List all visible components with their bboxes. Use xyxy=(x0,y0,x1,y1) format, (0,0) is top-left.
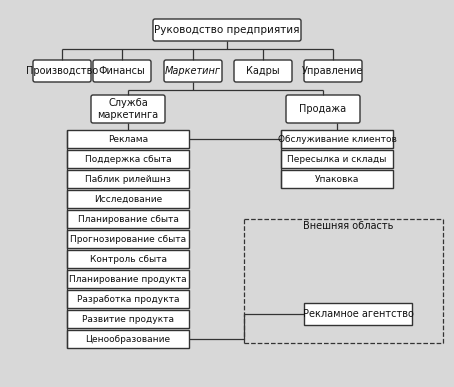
Bar xyxy=(67,310,189,328)
FancyBboxPatch shape xyxy=(153,19,301,41)
Text: Управление: Управление xyxy=(302,66,364,76)
Text: Реклама: Реклама xyxy=(108,135,148,144)
Bar xyxy=(281,130,393,148)
Text: Маркетинг: Маркетинг xyxy=(165,66,221,76)
Text: Разработка продукта: Разработка продукта xyxy=(77,295,179,303)
Text: Пересылка и склады: Пересылка и склады xyxy=(287,154,387,163)
Bar xyxy=(67,330,189,348)
Text: Планирование сбыта: Планирование сбыта xyxy=(78,214,178,224)
Text: Ценообразование: Ценообразование xyxy=(85,334,171,344)
FancyBboxPatch shape xyxy=(286,95,360,123)
Bar xyxy=(67,130,189,148)
Bar xyxy=(281,170,393,188)
Text: Продажа: Продажа xyxy=(300,104,346,114)
Text: Обслуживание клиентов: Обслуживание клиентов xyxy=(277,135,396,144)
Text: Служба
маркетинга: Служба маркетинга xyxy=(98,98,158,120)
Text: Планирование продукта: Планирование продукта xyxy=(69,274,187,284)
Text: Производство: Производство xyxy=(26,66,98,76)
Text: Руководство предприятия: Руководство предприятия xyxy=(154,25,300,35)
Text: Рекламное агентство: Рекламное агентство xyxy=(302,309,414,319)
Text: Развитие продукта: Развитие продукта xyxy=(82,315,174,324)
Bar xyxy=(67,250,189,268)
Bar xyxy=(304,303,412,325)
Bar xyxy=(281,150,393,168)
Text: Контроль сбыта: Контроль сбыта xyxy=(89,255,167,264)
Text: Упаковка: Упаковка xyxy=(315,175,359,183)
Text: Внешняя область: Внешняя область xyxy=(303,221,394,231)
Text: Исследование: Исследование xyxy=(94,195,162,204)
Bar xyxy=(67,210,189,228)
Bar xyxy=(67,270,189,288)
FancyBboxPatch shape xyxy=(91,95,165,123)
Bar xyxy=(67,190,189,208)
FancyBboxPatch shape xyxy=(304,60,362,82)
Text: Прогнозирование сбыта: Прогнозирование сбыта xyxy=(70,235,186,243)
Bar xyxy=(67,150,189,168)
FancyBboxPatch shape xyxy=(33,60,91,82)
FancyBboxPatch shape xyxy=(164,60,222,82)
Text: Поддержка сбыта: Поддержка сбыта xyxy=(85,154,171,163)
Bar xyxy=(67,290,189,308)
FancyBboxPatch shape xyxy=(93,60,151,82)
Text: Паблик рилейшнз: Паблик рилейшнз xyxy=(85,175,171,183)
Bar xyxy=(67,170,189,188)
Bar xyxy=(67,230,189,248)
Text: Кадры: Кадры xyxy=(246,66,280,76)
FancyBboxPatch shape xyxy=(234,60,292,82)
Text: Финансы: Финансы xyxy=(99,66,145,76)
